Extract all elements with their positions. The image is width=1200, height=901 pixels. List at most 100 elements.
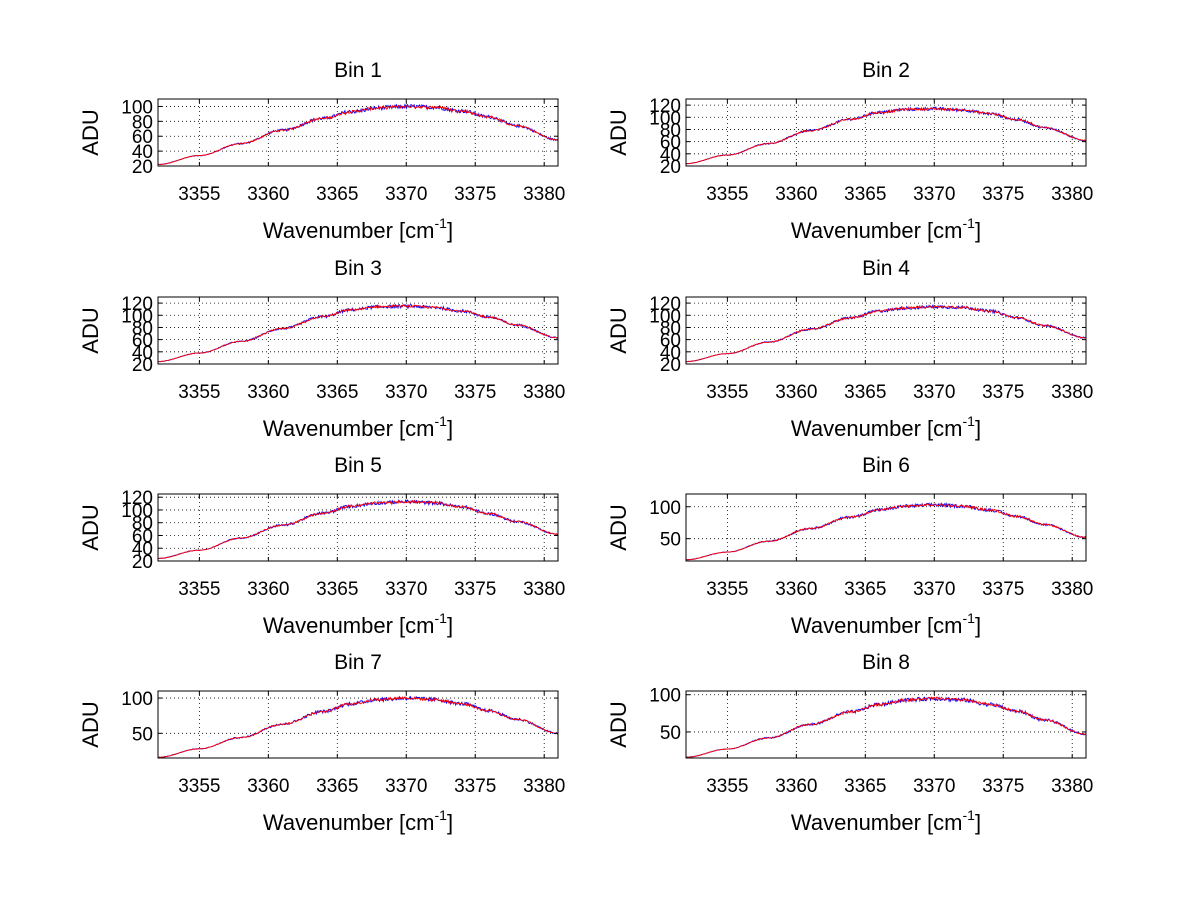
- axes-box: [685, 493, 1087, 562]
- x-tick-label: 3365: [316, 579, 358, 600]
- x-axis-label-superscript: -1: [435, 413, 448, 429]
- plot-area: [158, 494, 558, 561]
- y-tick-label: 20: [660, 157, 681, 178]
- y-tick-label: 60: [132, 127, 153, 148]
- y-tick-label: 100: [649, 108, 681, 129]
- subplot-title: Bin 6: [862, 454, 910, 477]
- x-tick-label: 3360: [247, 382, 289, 403]
- plot-area: [686, 691, 1086, 758]
- x-axis-label-superscript: -1: [435, 610, 448, 626]
- axes-box: [157, 296, 559, 365]
- x-tick-label: 3380: [1051, 184, 1093, 205]
- x-tick-label: 3375: [454, 382, 496, 403]
- x-axis-label: Wavenumber [cm-1]: [791, 807, 981, 835]
- plot-area: [686, 297, 1086, 364]
- subplot-title: Bin 4: [862, 257, 910, 280]
- y-tick-label: 20: [660, 355, 681, 376]
- plot-area: [686, 494, 1086, 561]
- y-tick-label: 50: [660, 723, 681, 744]
- x-tick-label: 3370: [913, 382, 955, 403]
- x-tick-label: 3365: [316, 184, 358, 205]
- y-tick-label: 80: [132, 318, 153, 339]
- series-measured-line: [158, 103, 559, 166]
- x-axis-label-superscript: -1: [963, 610, 976, 626]
- x-tick-label: 3360: [247, 579, 289, 600]
- x-tick-label: 3355: [178, 776, 220, 797]
- y-tick-label: 60: [132, 331, 153, 352]
- y-tick-label: 60: [132, 526, 153, 547]
- x-axis-label-superscript: -1: [963, 807, 976, 823]
- x-axis-label-close: ]: [447, 218, 453, 243]
- y-tick-label: 20: [132, 355, 153, 376]
- x-tick-label: 3365: [844, 579, 886, 600]
- x-axis-label-text: Wavenumber [cm: [263, 218, 435, 243]
- plot-area: [158, 297, 558, 364]
- y-tick-label: 120: [121, 488, 153, 509]
- x-axis-label: Wavenumber [cm-1]: [263, 413, 453, 441]
- x-axis-label-close: ]: [447, 416, 453, 441]
- x-tick-label: 3380: [523, 382, 565, 403]
- x-tick-label: 3380: [1051, 382, 1093, 403]
- x-axis-label-superscript: -1: [963, 215, 976, 231]
- axes-box: [157, 98, 559, 167]
- x-tick-label: 3380: [1051, 579, 1093, 600]
- plot-area: [158, 691, 558, 758]
- x-tick-label: 3375: [982, 382, 1024, 403]
- y-tick-label: 100: [649, 498, 681, 519]
- x-axis-label-close: ]: [447, 810, 453, 835]
- series-model-line: [157, 695, 559, 758]
- x-tick-label: 3375: [982, 184, 1024, 205]
- x-axis-label-text: Wavenumber [cm: [263, 416, 435, 441]
- x-tick-label: 3355: [178, 579, 220, 600]
- axes-box: [157, 690, 559, 759]
- y-tick-label: 120: [121, 294, 153, 315]
- y-tick-label: 50: [660, 530, 681, 551]
- subplot-bin-7: 3355 3360 3365 3370 3375 3380 50 100 Bin 7 Wavenu…: [78, 651, 565, 835]
- y-tick-label: 50: [132, 724, 153, 745]
- x-tick-label: 3380: [523, 184, 565, 205]
- y-tick-label: 60: [660, 331, 681, 352]
- x-tick-label: 3360: [247, 184, 289, 205]
- y-tick-label: 80: [132, 112, 153, 133]
- x-tick-label: 3370: [913, 776, 955, 797]
- plot-area: [158, 99, 558, 166]
- x-tick-label: 3355: [706, 776, 748, 797]
- series-model-line: [685, 305, 1087, 363]
- x-tick-label: 3355: [706, 579, 748, 600]
- y-tick-label: 120: [649, 96, 681, 117]
- y-tick-label: 100: [121, 306, 153, 327]
- y-tick-label: 40: [132, 539, 153, 560]
- y-axis-label: ADU: [78, 504, 103, 550]
- x-tick-label: 3370: [913, 579, 955, 600]
- x-axis-label-close: ]: [447, 613, 453, 638]
- y-tick-label: 40: [132, 142, 153, 163]
- y-tick-label: 20: [132, 552, 153, 573]
- subplot-title: Bin 8: [862, 651, 910, 674]
- y-axis-label: ADU: [606, 701, 631, 747]
- series-model-line: [157, 304, 559, 363]
- series-model-line: [685, 503, 1087, 561]
- x-axis-label: Wavenumber [cm-1]: [263, 215, 453, 243]
- x-tick-label: 3360: [775, 184, 817, 205]
- x-axis-label: Wavenumber [cm-1]: [263, 610, 453, 638]
- series-model-line: [685, 106, 1087, 164]
- x-axis-label-superscript: -1: [435, 807, 448, 823]
- x-axis-label: Wavenumber [cm-1]: [263, 807, 453, 835]
- x-axis-label-text: Wavenumber [cm: [791, 810, 963, 835]
- y-tick-label: 100: [649, 306, 681, 327]
- y-tick-label: 40: [660, 145, 681, 166]
- y-axis-label: ADU: [78, 701, 103, 747]
- x-tick-label: 3370: [385, 776, 427, 797]
- y-axis-label: ADU: [606, 504, 631, 550]
- y-tick-label: 60: [660, 133, 681, 154]
- subplot-title: Bin 3: [334, 257, 382, 280]
- x-tick-label: 3360: [247, 776, 289, 797]
- x-tick-label: 3370: [385, 579, 427, 600]
- series-model-line: [685, 696, 1087, 758]
- x-axis-label: Wavenumber [cm-1]: [791, 610, 981, 638]
- y-tick-label: 40: [132, 343, 153, 364]
